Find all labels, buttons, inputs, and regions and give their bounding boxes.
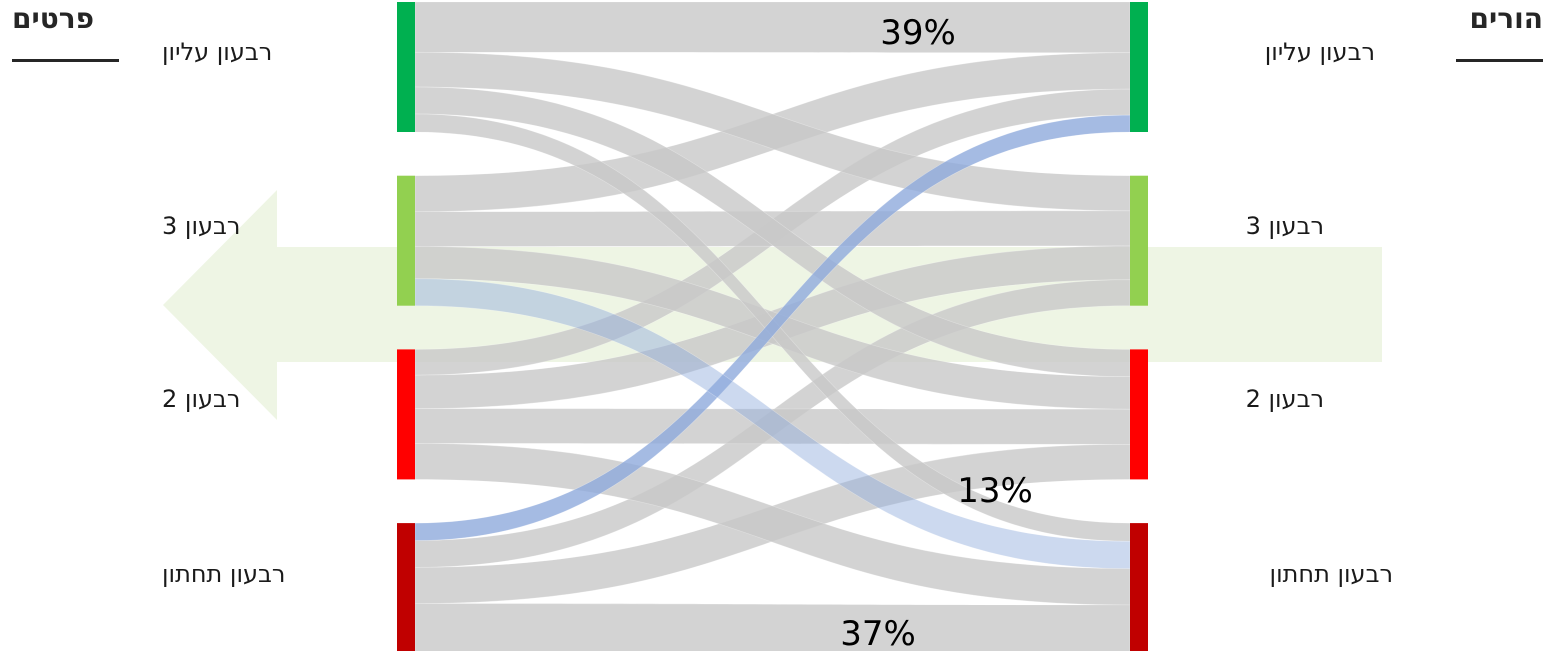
left-node-3 — [397, 523, 415, 651]
left-node-0 — [397, 2, 415, 132]
category-bars — [397, 2, 1148, 651]
flow-0-to-0 — [414, 1, 1131, 54]
right-node-0 — [1130, 2, 1148, 132]
left-label-bottom-quartile: רבעון תחתון — [162, 560, 286, 588]
left-label-quartile-3: רבעון 3 — [162, 212, 241, 240]
left-node-2 — [397, 349, 415, 480]
right-node-2 — [1130, 349, 1148, 480]
percent-annotations: 39% 13% 37% — [840, 13, 1033, 651]
parents-header: הורים — [1469, 2, 1543, 35]
right-label-quartile-2: רבעון 2 — [1245, 385, 1324, 413]
left-node-1 — [397, 175, 415, 306]
individuals-header-underline — [12, 59, 119, 62]
flow-3-to-3 — [414, 603, 1131, 651]
left-label-quartile-2: רבעון 2 — [162, 385, 241, 413]
right-node-1 — [1130, 175, 1148, 306]
left-label-top-quartile: רבעון עליון — [162, 38, 273, 66]
annotation-2: 37% — [840, 614, 916, 651]
annotation-1: 13% — [957, 471, 1033, 511]
right-label-bottom-quartile: רבעון תחתון — [1269, 560, 1393, 588]
right-label-quartile-3: רבעון 3 — [1245, 212, 1324, 240]
parents-header-underline — [1456, 59, 1543, 62]
individuals-header: פרטים — [12, 2, 95, 35]
annotation-0: 39% — [880, 13, 956, 53]
right-label-top-quartile: רבעון עליון — [1264, 38, 1375, 66]
right-node-3 — [1130, 523, 1148, 651]
